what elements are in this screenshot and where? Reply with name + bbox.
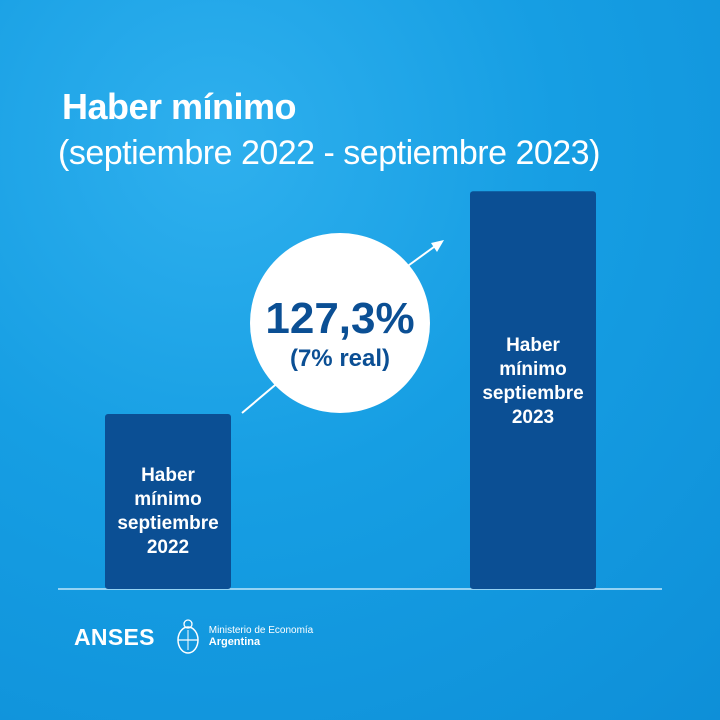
bar-label-line: septiembre — [482, 383, 583, 404]
bar-label-1: Haber mínimo septiembre 2022 — [117, 465, 218, 558]
growth-real-note: (7% real) — [290, 345, 390, 372]
page-title: Haber mínimo — [62, 86, 297, 127]
bar-label-line: Haber — [141, 465, 195, 486]
bar-label-line: 2023 — [512, 407, 554, 428]
argentina-coat-of-arms-icon — [177, 619, 199, 654]
ministry-name: Ministerio de Economía — [208, 625, 314, 637]
bars-group: Haber mínimo septiembre 2022 Haber mínimo sept… — [105, 191, 596, 589]
ministry-logo: Ministerio de Economía Argentina — [209, 625, 314, 648]
bar-label-line: mínimo — [499, 359, 567, 380]
anses-logo: ANSES — [74, 623, 155, 650]
bar-label-line: mínimo — [134, 489, 202, 510]
bar-2 — [470, 191, 596, 589]
bar-label-line: Haber — [506, 335, 560, 356]
arrow-upper-segment — [404, 243, 439, 269]
ministry-country: Argentina — [208, 636, 261, 649]
arrow-head-icon — [431, 240, 444, 252]
bar-label-2: Haber mínimo septiembre 2023 — [482, 335, 583, 428]
footer: ANSES Ministerio de Economía Argentina — [74, 618, 313, 656]
bar-1 — [105, 414, 231, 589]
growth-percentage: 127,3% — [265, 294, 414, 343]
bar-label-line: septiembre — [117, 513, 218, 534]
bar-label-line: 2022 — [147, 537, 189, 558]
page-subtitle: (septiembre 2022 - septiembre 2023) — [58, 134, 600, 172]
growth-bubble — [250, 233, 430, 413]
